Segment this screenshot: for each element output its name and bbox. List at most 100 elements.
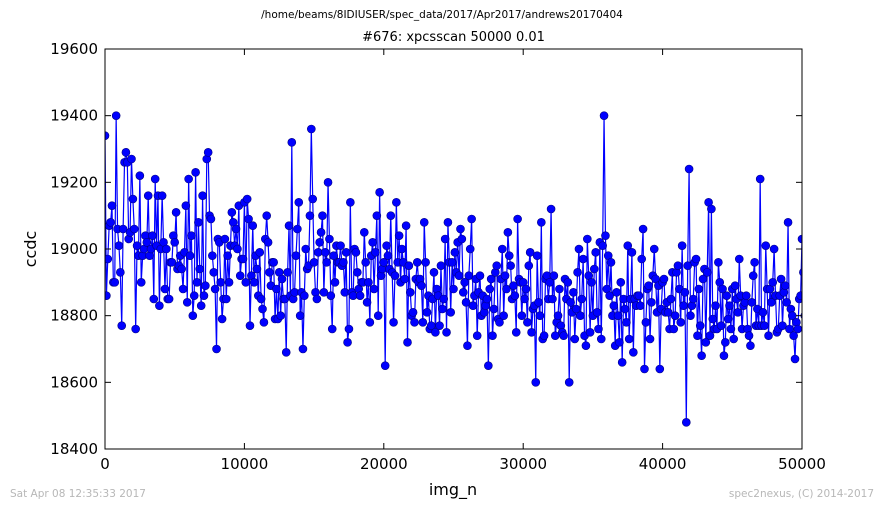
data-point [309, 258, 319, 267]
data-point [870, 298, 878, 306]
data-point [184, 174, 193, 184]
data-point [868, 328, 876, 336]
data-point [865, 312, 873, 320]
data-point [373, 311, 383, 320]
data-point [684, 164, 694, 174]
data-point [177, 264, 186, 274]
data-point [594, 324, 603, 334]
data-point [364, 278, 373, 287]
data-point [673, 261, 683, 270]
data-point [620, 304, 630, 314]
data-point [730, 281, 740, 290]
data-point [199, 291, 209, 300]
data-point [513, 214, 522, 224]
data-point [805, 235, 813, 243]
x-axis-label: img_n [429, 480, 477, 500]
data-point [729, 334, 738, 344]
data-point [346, 198, 355, 207]
data-point [105, 131, 110, 140]
data-point [460, 278, 469, 287]
data-point [641, 318, 651, 327]
data-point [858, 302, 866, 310]
data-point [362, 298, 372, 307]
data-point [482, 294, 492, 304]
data-point [534, 298, 543, 307]
data-point [312, 294, 322, 304]
data-point [188, 311, 198, 320]
data-point [355, 291, 365, 300]
data-point [320, 248, 330, 257]
data-point [450, 248, 460, 257]
data-point [227, 208, 237, 217]
data-point [520, 294, 529, 304]
data-point [546, 204, 556, 214]
data-point [780, 281, 790, 290]
data-point [758, 308, 768, 317]
x-tick-label: 10000 [221, 455, 269, 473]
data-point [486, 274, 496, 284]
footer-credit: spec2nexus, (C) 2014-2017 [728, 488, 874, 500]
data-point [510, 291, 520, 300]
data-point [524, 261, 534, 270]
data-point [721, 338, 730, 347]
data-point [714, 258, 723, 267]
data-point [454, 271, 464, 280]
data-point [305, 211, 315, 220]
data-point [577, 294, 587, 304]
data-point [569, 288, 578, 297]
data-point [570, 334, 580, 344]
plot-area [105, 111, 884, 427]
data-point [718, 284, 727, 294]
data-point [412, 258, 422, 267]
data-point [105, 254, 113, 264]
data-point [686, 311, 695, 320]
data-point [339, 258, 348, 267]
data-point [291, 251, 301, 260]
data-point [707, 204, 716, 214]
data-point [634, 291, 644, 300]
data-point [206, 214, 216, 224]
data-point [443, 218, 453, 227]
data-point [830, 308, 838, 316]
data-point [417, 281, 426, 290]
data-point [605, 291, 614, 300]
data-point [669, 324, 679, 334]
data-point [499, 311, 508, 320]
data-point [262, 211, 272, 220]
data-point [827, 302, 835, 310]
data-point [778, 321, 787, 330]
data-point [824, 325, 832, 333]
y-tick-label: 19400 [50, 107, 98, 125]
data-point [617, 358, 627, 367]
data-point [592, 308, 602, 317]
data-point [118, 224, 128, 234]
data-point [574, 244, 584, 254]
data-point [826, 312, 834, 320]
data-point [816, 272, 824, 280]
data-point [702, 268, 712, 277]
data-point [307, 124, 316, 134]
data-point [277, 274, 287, 284]
data-point [244, 214, 253, 224]
data-point [500, 271, 510, 280]
data-point [231, 224, 241, 234]
data-point [447, 258, 457, 267]
data-point [768, 278, 778, 287]
data-point [726, 324, 736, 334]
data-point [284, 221, 294, 230]
data-point [670, 311, 680, 320]
data-point [142, 238, 152, 247]
data-point [129, 224, 139, 234]
data-point [553, 311, 563, 320]
data-point [615, 338, 624, 347]
data-point [281, 348, 291, 357]
data-point [679, 301, 688, 310]
data-point [578, 254, 588, 264]
data-point [252, 264, 262, 274]
data-point [857, 282, 865, 290]
data-point [806, 228, 814, 236]
data-point [616, 278, 626, 287]
data-point [276, 311, 285, 320]
data-point [681, 418, 691, 427]
data-point [879, 282, 884, 290]
